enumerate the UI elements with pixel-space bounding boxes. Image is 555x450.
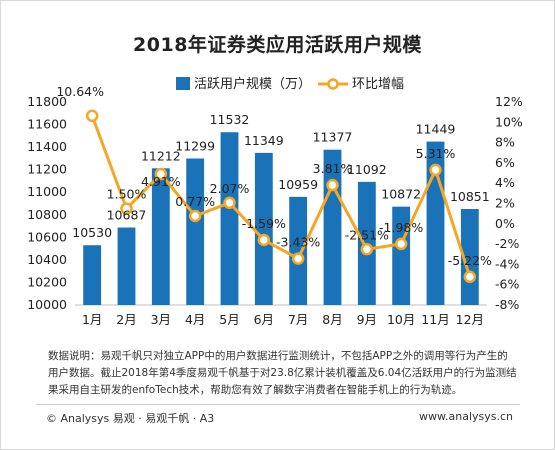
bar-value-label: 11092 [347, 162, 387, 177]
y-right-tick-label: 4% [495, 175, 515, 190]
growth-point [223, 196, 236, 210]
x-tick-label: 7月 [288, 312, 308, 327]
growth-value-label: -2.51% [345, 227, 389, 242]
x-tick-label: 11月 [421, 312, 449, 327]
y-left-tick-label: 10200 [27, 274, 67, 289]
x-tick-label: 2月 [116, 312, 136, 327]
growth-point [326, 178, 339, 192]
growth-value-label: 5.31% [416, 146, 456, 161]
legend-bar-swatch [176, 77, 190, 90]
footer-divider [36, 404, 520, 405]
y-left-tick-label: 11800 [27, 94, 67, 109]
growth-point [291, 252, 305, 265]
bar-value-label: 10851 [450, 189, 490, 204]
growth-point [429, 163, 442, 177]
footer-website: www.analysys.cn [419, 410, 513, 423]
growth-value-label: -3.43% [276, 235, 320, 250]
bar [186, 158, 205, 305]
bar-value-label: 10872 [381, 187, 421, 202]
bar-value-label: 11449 [416, 122, 456, 137]
x-tick-label: 8月 [322, 312, 342, 327]
bar-value-label: 11299 [175, 139, 215, 154]
growth-value-label: 0.77% [175, 194, 215, 209]
growth-value-label: 2.07% [210, 181, 250, 196]
y-right-tick-label: 12% [495, 94, 523, 109]
y-right-tick-label: -2% [495, 236, 519, 251]
data-note: 数据说明：易观千帆只对独立APP中的用户数据进行监测统计，不包括APP之外的调用… [48, 350, 517, 396]
y-right-tick-label: -8% [495, 297, 519, 312]
y-left-tick-label: 10000 [27, 297, 67, 312]
bar-value-label: 10687 [107, 208, 147, 223]
bar-value-label: 11349 [244, 133, 284, 148]
y-right-tick-label: 2% [495, 196, 515, 211]
x-tick-label: 6月 [254, 312, 274, 327]
legend-bar-label: 活跃用户规模（万） [194, 76, 311, 92]
y-left-tick-label: 10800 [27, 207, 67, 222]
x-tick-label: 4月 [185, 312, 205, 327]
growth-point [360, 243, 374, 256]
bar [220, 132, 239, 305]
growth-point [463, 270, 477, 284]
legend-line-label: 环比增幅 [352, 77, 404, 92]
growth-value-label: 3.81% [313, 161, 353, 176]
bar [254, 152, 273, 305]
bar-value-label: 10530 [72, 225, 112, 240]
y-left-tick-label: 11200 [27, 162, 67, 177]
growth-point [85, 109, 99, 123]
growth-value-label: 1.50% [107, 187, 147, 202]
growth-point [257, 233, 271, 247]
chart-svg: 10000 10200 10400 10600 10800 11000 11200 11400… [27, 76, 523, 327]
y-left-tick-label: 11400 [27, 139, 67, 154]
growth-value-label: -5.22% [448, 253, 492, 268]
bar [83, 245, 102, 305]
growth-value-label: 4.91% [141, 174, 181, 189]
growth-point [188, 209, 202, 223]
x-tick-label: 5月 [219, 312, 239, 327]
y-right-tick-label: -4% [495, 256, 519, 271]
y-left-tick-label: 10400 [27, 252, 67, 267]
bar-value-label: 10959 [278, 177, 318, 192]
y-right-tick-label: -6% [495, 277, 519, 292]
growth-point [120, 202, 133, 215]
bar [289, 196, 308, 305]
x-tick-label: 9月 [357, 312, 377, 327]
y-right-tick-label: 6% [495, 155, 515, 170]
growth-value-label: -1.98% [379, 220, 423, 235]
growth-value-label: -1.59% [242, 216, 286, 231]
legend-line-marker [327, 78, 339, 90]
growth-point [154, 167, 168, 181]
chart-title: 2018年证券类应用活跃用户规模 [133, 34, 422, 56]
y-right-tick-label: 0% [495, 216, 515, 231]
growth-value-label: 10.64% [56, 84, 104, 99]
bar-value-label: 11377 [313, 130, 353, 145]
bar [151, 168, 170, 305]
y-left-tick-label: 10600 [27, 229, 67, 244]
growth-line [90, 115, 472, 278]
bar-value-label: 11212 [141, 148, 181, 163]
growth-point [394, 237, 408, 251]
x-tick-label: 3月 [151, 312, 171, 327]
y-right-tick-label: 8% [495, 135, 515, 150]
footer-copyright: © Analysys 易观 · 易观千帆 · A3 [46, 412, 215, 425]
bar [117, 227, 136, 305]
y-left-tick-label: 11600 [27, 117, 67, 132]
y-right-tick-label: 10% [495, 114, 523, 129]
x-tick-label: 12月 [456, 312, 484, 327]
x-tick-label: 1月 [82, 312, 102, 327]
x-tick-label: 10月 [387, 312, 415, 327]
y-left-tick-label: 11000 [27, 184, 67, 199]
bar-value-label: 11532 [210, 112, 250, 127]
